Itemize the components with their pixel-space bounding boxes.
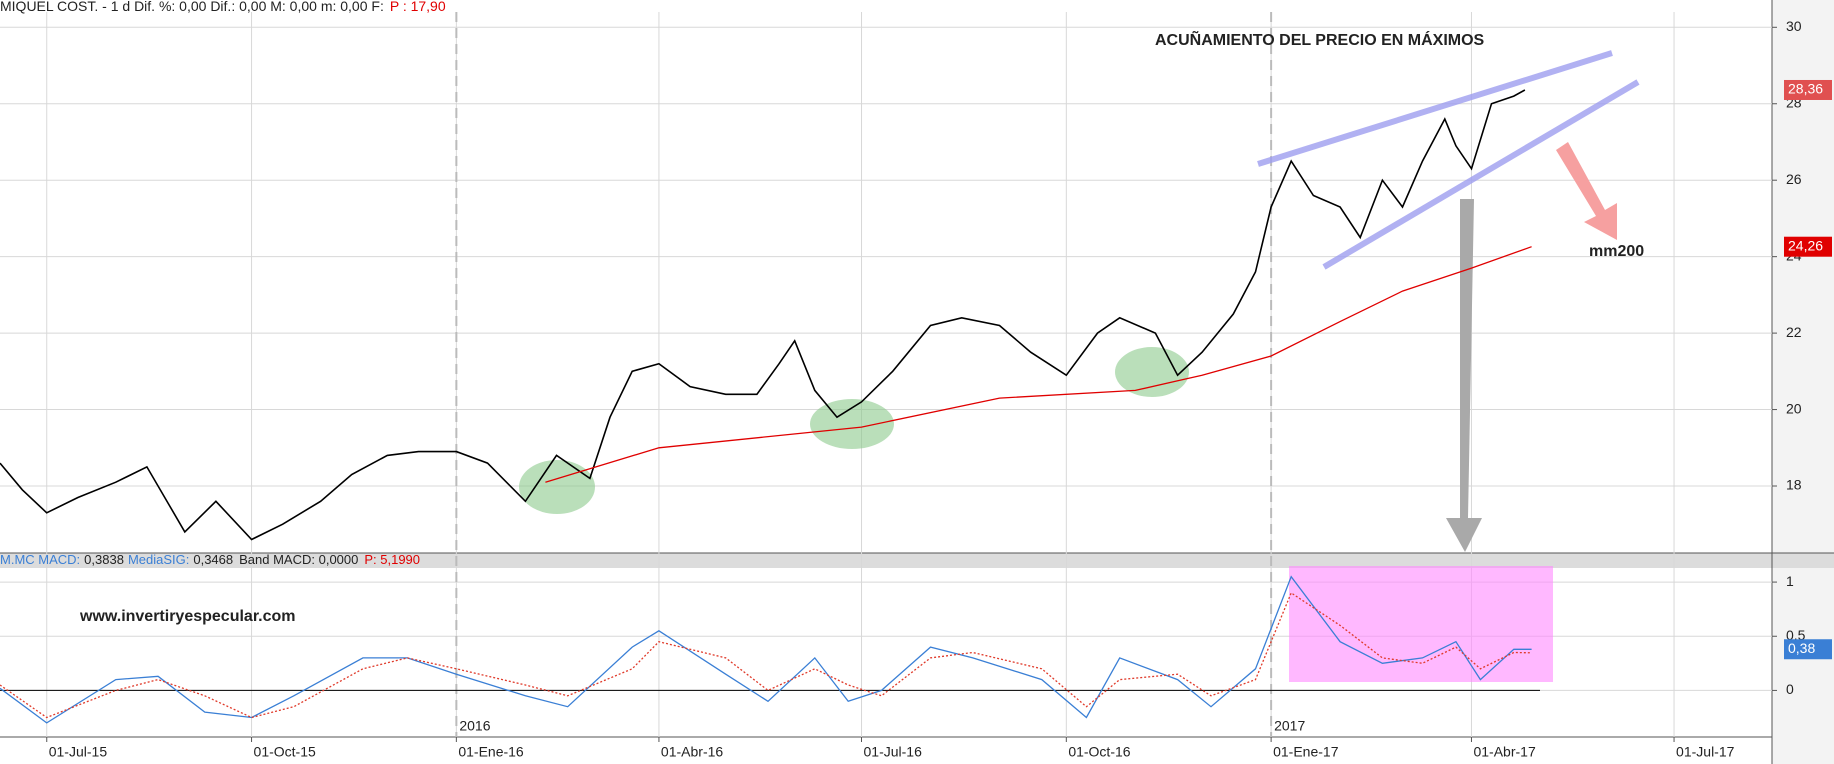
y-tick-label: 0,5 [1786,627,1806,643]
header-text: MIQUEL COST. - 1 d Dif. %: 0,00 Dif.: 0,… [0,0,384,14]
x-tick-label: 01-Abr-16 [661,744,723,760]
x-tick-label: 01-Ene-16 [458,744,524,760]
macd-header-bar [0,553,1834,568]
y-tick-label: 22 [1786,324,1802,340]
header-text: MediaSIG: [128,552,189,567]
x-tick-label: 01-Oct-16 [1068,744,1130,760]
y-tick-label: 26 [1786,171,1802,187]
y-tick-label: 20 [1786,400,1802,416]
header: MIQUEL COST. - 1 d Dif. %: 0,00 Dif.: 0,… [0,0,446,14]
x-tick-label: 01-Jul-15 [49,744,108,760]
x-tick-label: 01-Abr-17 [1473,744,1535,760]
header-text: 0,3838 [84,552,124,567]
axis-panel [1772,0,1834,764]
value-tag-label: 0,38 [1788,640,1815,656]
y-tick-label: 30 [1786,18,1802,34]
y-tick-label: 1 [1786,573,1794,589]
series-line [0,575,1532,724]
x-tick-label: 01-Jul-17 [1676,744,1735,760]
header-text: P: 5,1990 [364,552,420,567]
arrow [1446,199,1482,552]
value-tag-label: 28,36 [1788,81,1823,97]
series-line [0,591,1532,719]
highlight-ellipse [810,399,894,449]
x-tick-label: 01-Oct-15 [254,744,316,760]
year-label: 2016 [459,718,490,734]
value-tag [1784,79,1832,100]
macd-header: M.MC MACD: 0,3838 MediaSIG: 0,3468 Band MACD… [0,552,420,567]
highlight-ellipse [1115,347,1189,397]
header-text: 0,3468 [193,552,233,567]
arrow [1556,142,1617,240]
y-tick-label: 0 [1786,681,1794,697]
value-tag [1784,236,1832,257]
y-tick-label: 18 [1786,477,1802,493]
value-tag-label: 24,26 [1788,237,1823,253]
x-tick-label: 01-Ene-17 [1273,744,1339,760]
series-line [545,246,1532,483]
wedge-line [1322,79,1640,270]
x-tick-label: 01-Jul-16 [864,744,923,760]
header-text: M.MC MACD: [0,552,80,567]
value-tag [1784,639,1832,660]
annotation: www.invertiryespecular.com [79,608,296,625]
wedge-line [1257,50,1613,167]
highlight-ellipse [519,460,595,514]
year-label: 2017 [1274,718,1305,734]
header-price: P : 17,90 [390,0,446,14]
series-line [0,89,1526,541]
highlight-rect [1289,566,1553,682]
header-text: Band MACD: 0,0000 [239,552,358,567]
annotation: mm200 [1589,243,1644,260]
chart-title: ACUÑAMIENTO DEL PRECIO EN MÁXIMOS [1155,29,1485,49]
